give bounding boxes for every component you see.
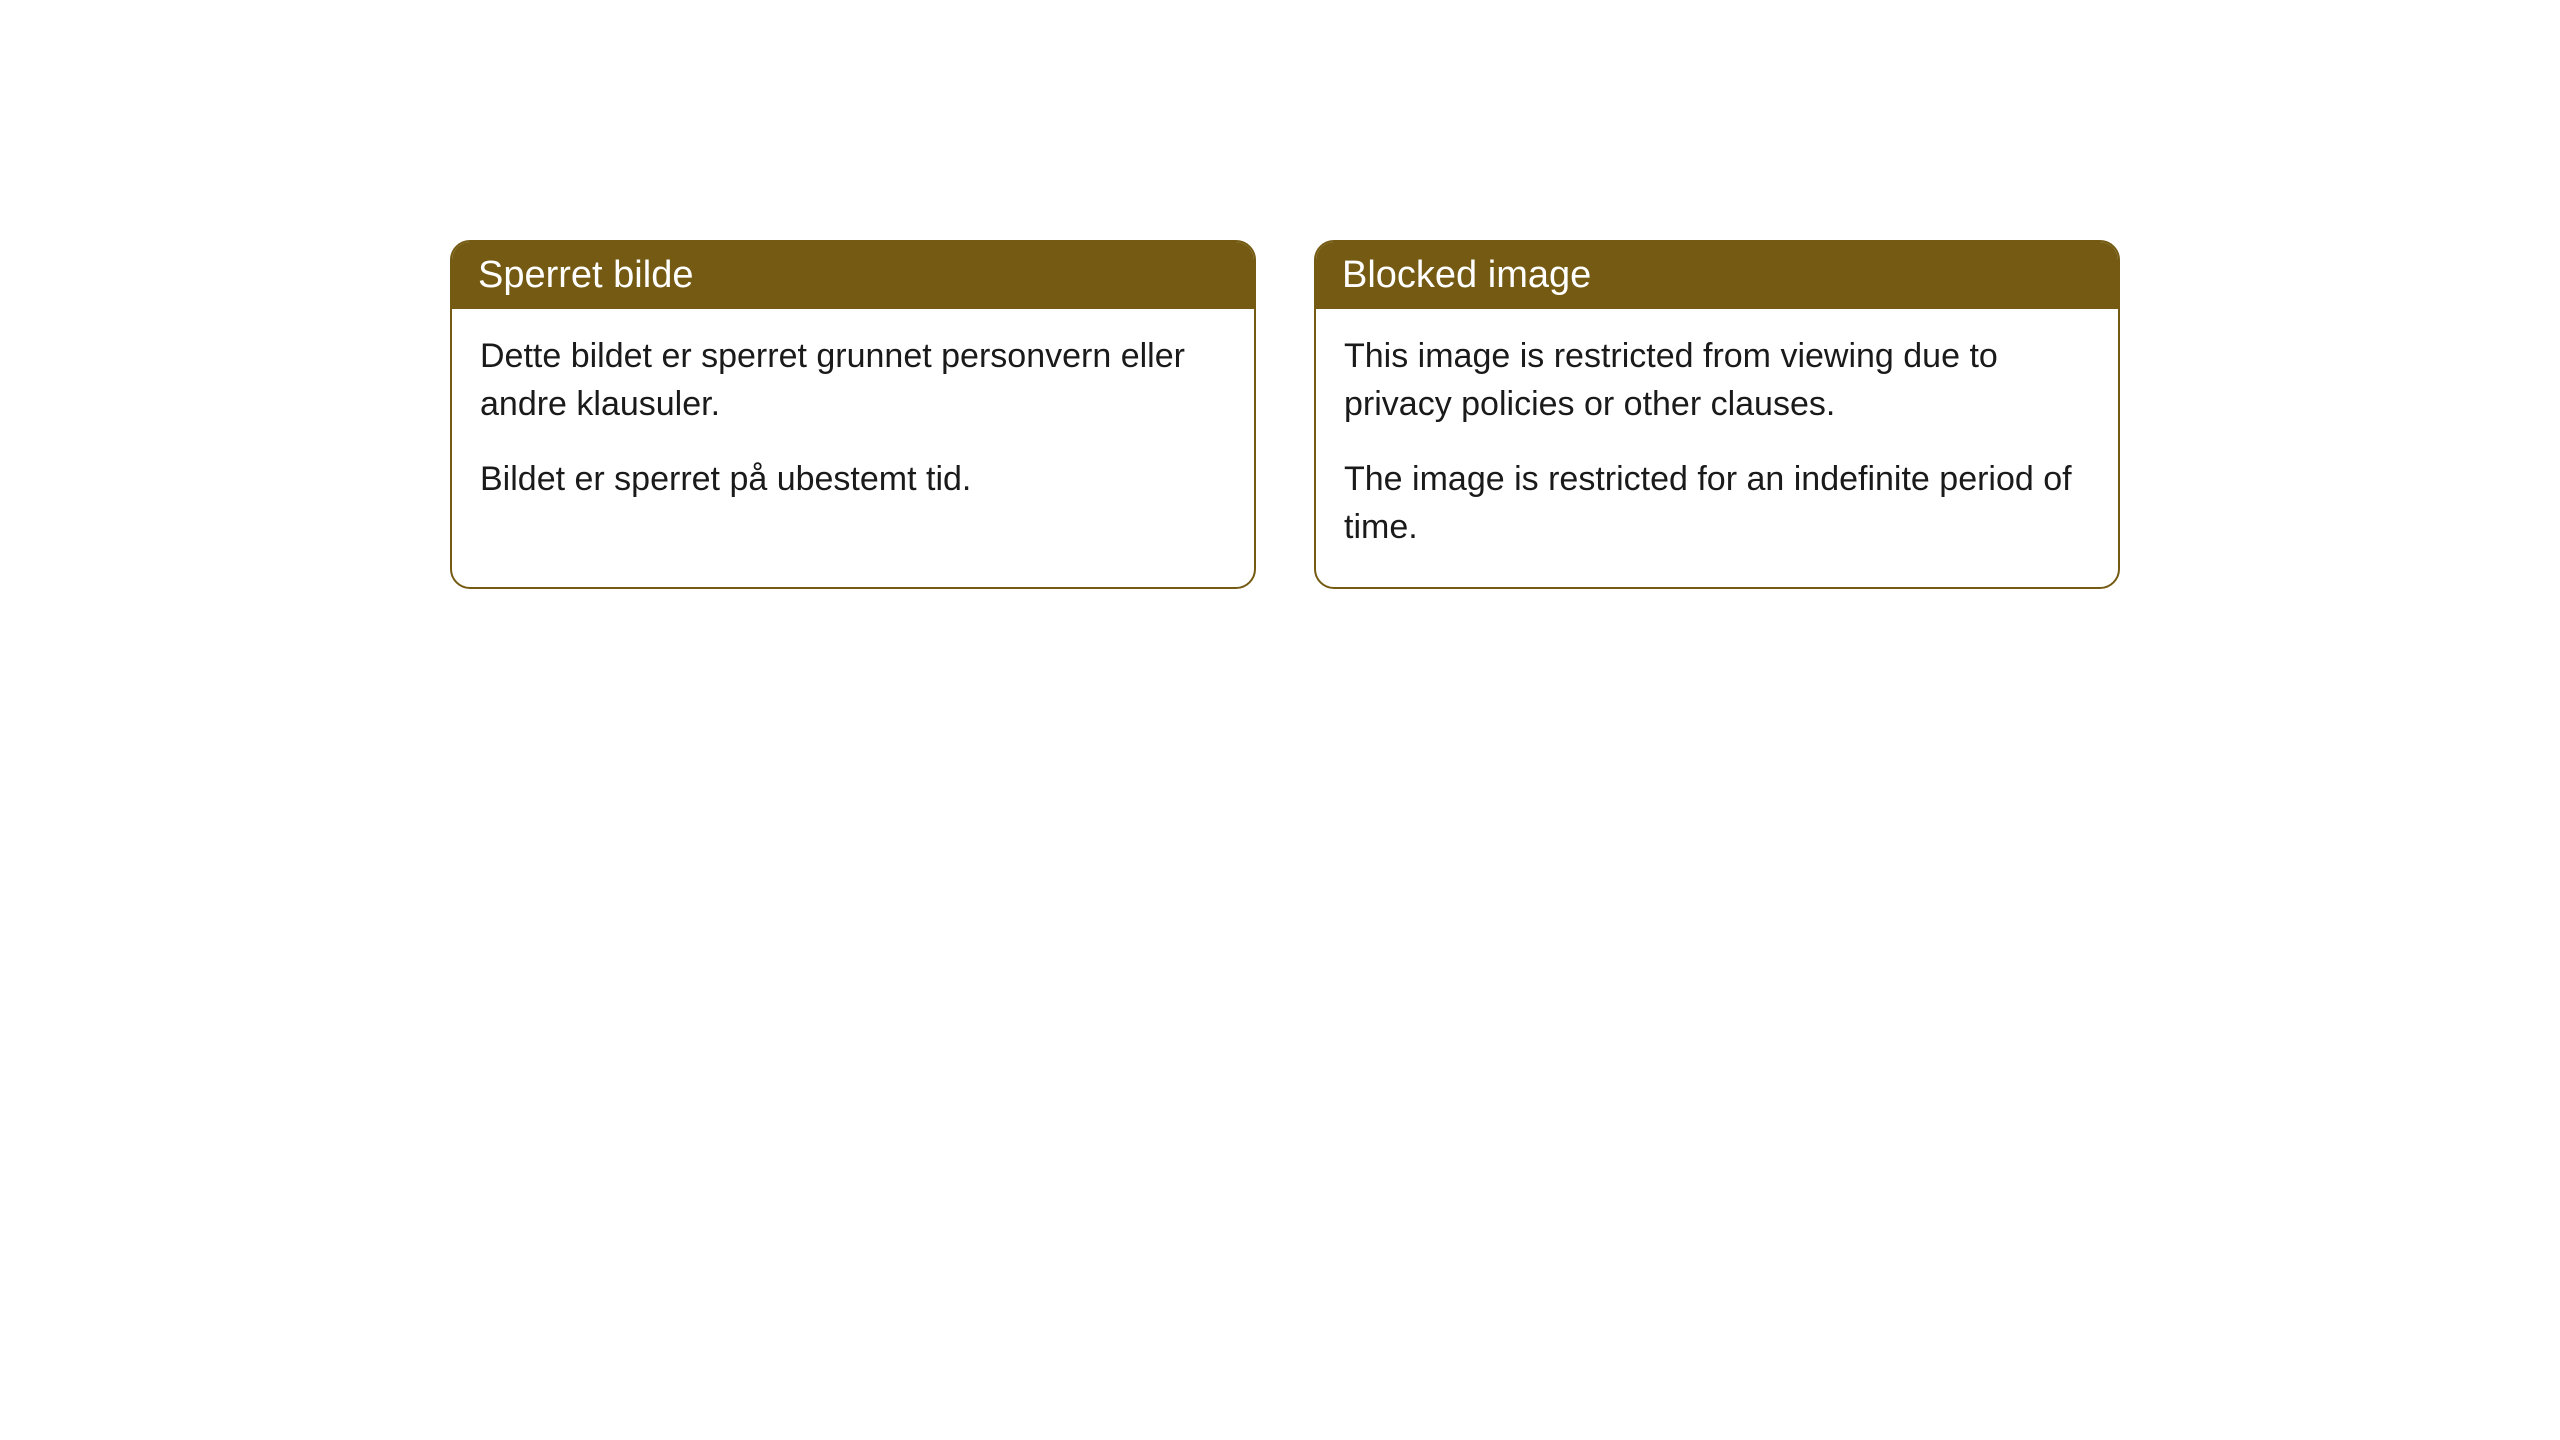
blocked-image-panel-norwegian: Sperret bilde Dette bildet er sperret gr… [450, 240, 1256, 589]
panel-paragraph: Bildet er sperret på ubestemt tid. [480, 456, 1226, 504]
panel-paragraph: Dette bildet er sperret grunnet personve… [480, 333, 1226, 428]
panel-paragraph: This image is restricted from viewing du… [1344, 333, 2090, 428]
panel-body-english: This image is restricted from viewing du… [1316, 309, 2118, 587]
panel-body-norwegian: Dette bildet er sperret grunnet personve… [452, 309, 1254, 540]
panel-title: Blocked image [1342, 254, 1591, 296]
notice-panels-container: Sperret bilde Dette bildet er sperret gr… [450, 240, 2120, 589]
panel-title: Sperret bilde [478, 254, 693, 296]
blocked-image-panel-english: Blocked image This image is restricted f… [1314, 240, 2120, 589]
panel-header-norwegian: Sperret bilde [452, 242, 1254, 309]
panel-header-english: Blocked image [1316, 242, 2118, 309]
panel-paragraph: The image is restricted for an indefinit… [1344, 456, 2090, 551]
